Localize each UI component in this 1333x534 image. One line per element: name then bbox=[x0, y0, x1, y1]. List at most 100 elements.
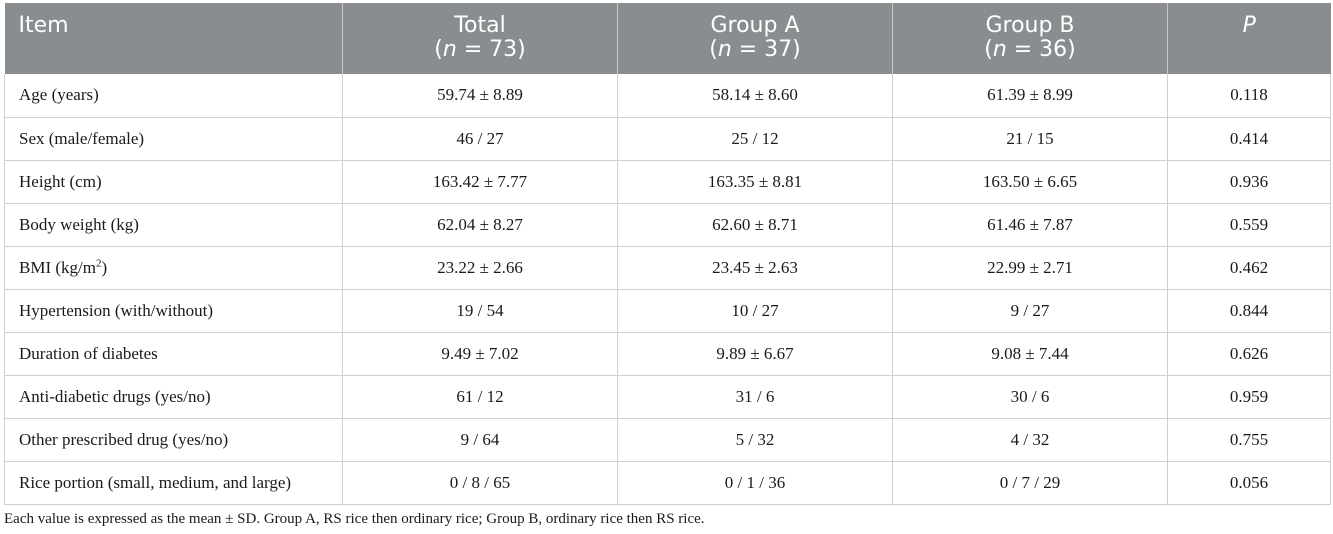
table-row: Sex (male/female) 46 / 27 25 / 12 21 / 15 0.… bbox=[4, 116, 1331, 161]
header-item-label: Item bbox=[18, 13, 69, 38]
header-total-n-open: ( bbox=[434, 37, 443, 62]
cell-group-b: 61.46 ± 7.87 bbox=[892, 202, 1168, 247]
row-item-label: Rice portion (small, medium, and large) bbox=[4, 460, 343, 505]
table-row: BMI (kg/m2) 23.22 ± 2.66 23.45 ± 2.63 22.99… bbox=[4, 245, 1331, 290]
header-group-b-n-value: = 36) bbox=[1006, 37, 1076, 62]
header-total-n-value: = 73) bbox=[456, 37, 526, 62]
header-item: Item bbox=[4, 3, 343, 74]
header-group-b-n-var: n bbox=[992, 37, 1007, 62]
cell-total: 9.49 ± 7.02 bbox=[342, 331, 618, 376]
cell-group-a: 5 / 32 bbox=[617, 417, 893, 462]
cell-group-b: 21 / 15 bbox=[892, 116, 1168, 161]
cell-total: 0 / 8 / 65 bbox=[342, 460, 618, 505]
table-row: Hypertension (with/without) 19 / 54 10 / 2… bbox=[4, 288, 1331, 333]
header-group-a-label: Group A bbox=[710, 13, 800, 38]
header-group-a-n-var: n bbox=[717, 37, 732, 62]
cell-p-value: 0.462 bbox=[1167, 245, 1331, 290]
table-row: Other prescribed drug (yes/no) 9 / 64 5 / … bbox=[4, 417, 1331, 462]
cell-p-value: 0.118 bbox=[1167, 74, 1331, 118]
row-item-label: Height (cm) bbox=[4, 159, 343, 204]
row-item-label: Duration of diabetes bbox=[4, 331, 343, 376]
table-header: Item Total (n = 73) Group A (n = 37) Gro… bbox=[4, 3, 1331, 74]
row-item-text: Age (years) bbox=[19, 85, 99, 105]
cell-p-value: 0.559 bbox=[1167, 202, 1331, 247]
header-total-n: (n = 73) bbox=[355, 38, 605, 62]
cell-group-a: 62.60 ± 8.71 bbox=[617, 202, 893, 247]
cell-total: 163.42 ± 7.77 bbox=[342, 159, 618, 204]
row-item-text: Rice portion (small, medium, and large) bbox=[19, 472, 292, 492]
row-item-text: BMI (kg/m bbox=[19, 257, 96, 277]
cell-p-value: 0.936 bbox=[1167, 159, 1331, 204]
cell-group-b: 163.50 ± 6.65 bbox=[892, 159, 1168, 204]
header-p-label: P bbox=[1242, 13, 1256, 38]
header-group-a-n-value: = 37) bbox=[731, 37, 801, 62]
header-row: Item Total (n = 73) Group A (n = 37) Gro… bbox=[4, 3, 1331, 74]
row-item-text: Duration of diabetes bbox=[19, 343, 158, 363]
header-group-a-n-open: ( bbox=[709, 37, 718, 62]
cell-group-b: 0 / 7 / 29 bbox=[892, 460, 1168, 505]
cell-group-b: 9.08 ± 7.44 bbox=[892, 331, 1168, 376]
table-row: Age (years) 59.74 ± 8.89 58.14 ± 8.60 61.39… bbox=[4, 74, 1331, 118]
characteristics-table: Item Total (n = 73) Group A (n = 37) Gro… bbox=[4, 3, 1331, 505]
header-group-b-n: (n = 36) bbox=[905, 38, 1155, 62]
cell-total: 9 / 64 bbox=[342, 417, 618, 462]
cell-group-b: 4 / 32 bbox=[892, 417, 1168, 462]
table-row: Rice portion (small, medium, and large) 0… bbox=[4, 460, 1331, 505]
row-item-label: Body weight (kg) bbox=[4, 202, 343, 247]
row-item-text: Other prescribed drug (yes/no) bbox=[19, 429, 229, 449]
cell-group-b: 30 / 6 bbox=[892, 374, 1168, 419]
header-group-b-n-open: ( bbox=[984, 37, 993, 62]
header-p: P bbox=[1167, 3, 1331, 74]
cell-p-value: 0.056 bbox=[1167, 460, 1331, 505]
row-item-text: Hypertension (with/without) bbox=[19, 300, 214, 320]
row-item-label: Anti-diabetic drugs (yes/no) bbox=[4, 374, 343, 419]
row-item-label: Age (years) bbox=[4, 74, 343, 118]
cell-group-a: 0 / 1 / 36 bbox=[617, 460, 893, 505]
table-row: Duration of diabetes 9.49 ± 7.02 9.89 ± 6.… bbox=[4, 331, 1331, 376]
cell-group-a: 31 / 6 bbox=[617, 374, 893, 419]
cell-group-a: 23.45 ± 2.63 bbox=[617, 245, 893, 290]
header-total-n-var: n bbox=[442, 37, 457, 62]
row-item-text: Sex (male/female) bbox=[19, 128, 145, 148]
cell-group-b: 22.99 ± 2.71 bbox=[892, 245, 1168, 290]
row-item-label: BMI (kg/m2) bbox=[4, 245, 343, 290]
cell-total: 23.22 ± 2.66 bbox=[342, 245, 618, 290]
row-item-tail: ) bbox=[101, 257, 108, 277]
cell-p-value: 0.755 bbox=[1167, 417, 1331, 462]
header-total-label: Total bbox=[454, 13, 506, 38]
header-group-b-label: Group B bbox=[985, 13, 1075, 38]
cell-group-a: 25 / 12 bbox=[617, 116, 893, 161]
row-item-label: Other prescribed drug (yes/no) bbox=[4, 417, 343, 462]
row-item-label: Hypertension (with/without) bbox=[4, 288, 343, 333]
cell-total: 19 / 54 bbox=[342, 288, 618, 333]
row-item-text: Body weight (kg) bbox=[19, 214, 139, 234]
header-total: Total (n = 73) bbox=[342, 3, 618, 74]
table-footnote: Each value is expressed as the mean ± SD… bbox=[4, 511, 705, 527]
table-row: Anti-diabetic drugs (yes/no) 61 / 12 31 / … bbox=[4, 374, 1331, 419]
row-item-text: Height (cm) bbox=[19, 171, 102, 191]
cell-p-value: 0.959 bbox=[1167, 374, 1331, 419]
cell-total: 61 / 12 bbox=[342, 374, 618, 419]
cell-group-b: 61.39 ± 8.99 bbox=[892, 74, 1168, 118]
row-item-text: Anti-diabetic drugs (yes/no) bbox=[19, 386, 211, 406]
cell-p-value: 0.626 bbox=[1167, 331, 1331, 376]
cell-total: 62.04 ± 8.27 bbox=[342, 202, 618, 247]
cell-group-a: 58.14 ± 8.60 bbox=[617, 74, 893, 118]
cell-group-a: 10 / 27 bbox=[617, 288, 893, 333]
table-body: Age (years) 59.74 ± 8.89 58.14 ± 8.60 61.39… bbox=[4, 74, 1331, 505]
header-group-b: Group B (n = 36) bbox=[892, 3, 1168, 74]
row-item-label: Sex (male/female) bbox=[4, 116, 343, 161]
table-row: Height (cm) 163.42 ± 7.77 163.35 ± 8.81 163… bbox=[4, 159, 1331, 204]
cell-group-b: 9 / 27 bbox=[892, 288, 1168, 333]
header-group-a: Group A (n = 37) bbox=[617, 3, 893, 74]
cell-total: 59.74 ± 8.89 bbox=[342, 74, 618, 118]
cell-p-value: 0.844 bbox=[1167, 288, 1331, 333]
cell-group-a: 163.35 ± 8.81 bbox=[617, 159, 893, 204]
cell-total: 46 / 27 bbox=[342, 116, 618, 161]
row-item-superscript: 2 bbox=[95, 256, 102, 269]
header-group-a-n: (n = 37) bbox=[630, 38, 880, 62]
cell-p-value: 0.414 bbox=[1167, 116, 1331, 161]
table-row: Body weight (kg) 62.04 ± 8.27 62.60 ± 8.71… bbox=[4, 202, 1331, 247]
cell-group-a: 9.89 ± 6.67 bbox=[617, 331, 893, 376]
